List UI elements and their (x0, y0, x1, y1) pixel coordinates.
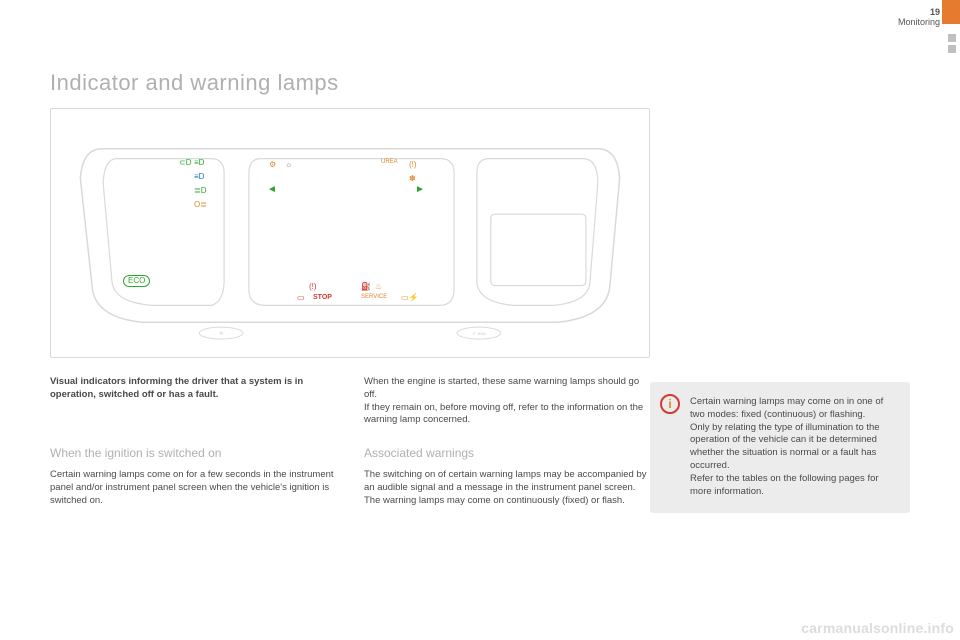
section-left-body: Certain warning lamps come on for a few … (50, 469, 336, 507)
intro-right: When the engine is started, these same w… (364, 376, 650, 427)
section-right-heading: Associated warnings (364, 445, 650, 461)
page-title: Indicator and warning lamps (50, 70, 910, 96)
page-number: 19 (930, 7, 940, 17)
cluster-outline: ⟲ ✓ ooo (61, 119, 639, 347)
main-beam-icon: ≡D (194, 173, 204, 181)
battery-icon: ▭ (297, 294, 305, 302)
tyre-icon: (!) (409, 161, 417, 169)
info-text: Certain warning lamps may come on in one… (690, 396, 896, 499)
svg-text:✓ ooo: ✓ ooo (472, 331, 486, 337)
temp-icon: ♨ (375, 283, 382, 291)
urea-icon: UREA (381, 159, 398, 165)
svg-text:⟲: ⟲ (219, 331, 224, 337)
left-turn-icon: ◄ (267, 185, 277, 195)
service-icon: SERVICE (361, 294, 387, 300)
info-icon: i (660, 394, 680, 414)
battery2-icon: ▭⚡ (401, 294, 419, 302)
rear-fog-icon: O≣ (194, 201, 207, 209)
right-turn-icon: ► (415, 185, 425, 195)
dipped-beam-icon: ≡D (194, 159, 204, 167)
instrument-cluster-figure: ⟲ ✓ ooo ⊂D ≡D ≡D ≣D O≣ ⚙ ☼ UREA (!) ✽ ◄ … (50, 108, 650, 358)
eco-icon: ECO (123, 275, 150, 287)
section-left-heading: When the ignition is switched on (50, 445, 336, 461)
section-name: Monitoring (898, 17, 940, 27)
section-right-body: The switching on of certain warning lamp… (364, 469, 650, 507)
intro-row: Visual indicators informing the driver t… (50, 376, 650, 427)
stop-icon: STOP (313, 294, 332, 301)
airbag-icon: ✽ (409, 175, 416, 183)
sections-row: When the ignition is switched on Certain… (50, 427, 650, 508)
intro-left: Visual indicators informing the driver t… (50, 376, 336, 402)
watermark: carmanualsonline.info (801, 620, 954, 636)
front-fog-icon: ≣D (194, 187, 206, 195)
info-callout: i Certain warning lamps may come on in o… (650, 382, 910, 513)
sidelights-icon: ⊂D (179, 159, 191, 167)
page-header: 19 Monitoring (898, 8, 940, 28)
svg-text:i: i (668, 397, 671, 411)
corner-accent (942, 0, 960, 24)
side-indicator (948, 34, 956, 53)
sun-icon: ☼ (285, 161, 292, 169)
brake-warn-icon: (!) (309, 283, 317, 291)
fuel-icon: ⛽ (361, 283, 371, 291)
engine-icon: ⚙ (269, 161, 276, 169)
